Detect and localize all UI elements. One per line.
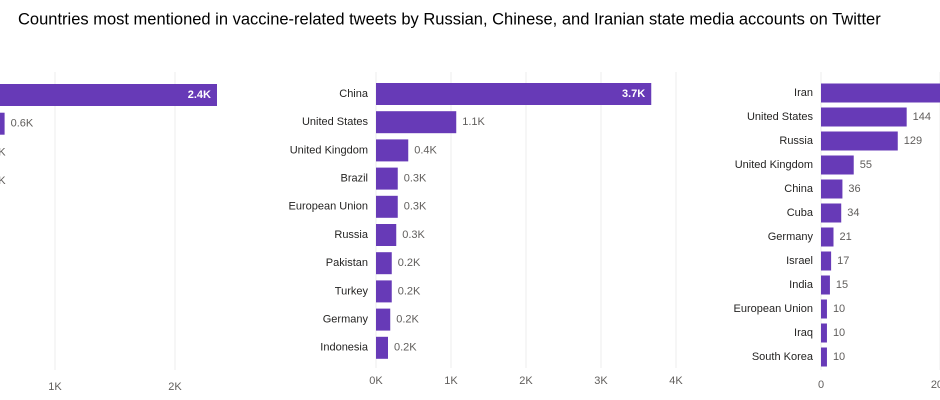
value-label: 1.1K	[462, 116, 485, 128]
bar	[376, 224, 397, 246]
value-label: 0.2K	[398, 285, 421, 297]
category-label: Pakistan	[326, 257, 368, 269]
category-label: Germany	[323, 314, 369, 326]
value-label: 2.4K	[188, 89, 211, 101]
bar	[821, 107, 907, 127]
category-label: South Korea	[752, 351, 814, 363]
value-label: 3.7K	[622, 88, 645, 100]
bar	[821, 347, 827, 367]
value-label: 0.4K	[0, 146, 6, 158]
bar	[376, 280, 392, 303]
value-label: 34	[847, 207, 859, 219]
category-label: United States	[747, 111, 814, 123]
bar	[376, 139, 409, 162]
category-label: European Union	[733, 303, 813, 315]
bar	[376, 308, 391, 331]
category-label: India	[789, 279, 814, 291]
bar	[376, 252, 392, 275]
x-tick-label: 200	[931, 379, 940, 391]
value-label: 129	[904, 135, 922, 147]
bar	[376, 111, 457, 134]
bar	[821, 179, 843, 199]
category-label: Germany	[768, 231, 814, 243]
x-tick-label: 2K	[519, 375, 533, 387]
bar	[821, 131, 898, 151]
page-title: Countries most mentioned in vaccine-rela…	[18, 10, 881, 28]
category-label: United Kingdom	[735, 159, 813, 171]
bar	[821, 275, 830, 295]
x-tick-label: 0	[818, 379, 824, 391]
category-label: China	[339, 88, 369, 100]
value-label: 0.2K	[394, 342, 417, 354]
bar	[376, 195, 398, 218]
bar	[376, 336, 388, 359]
value-label: 0.6K	[11, 118, 34, 130]
value-label: 10	[833, 351, 845, 363]
value-label: 0.3K	[404, 201, 427, 213]
bar	[821, 155, 854, 175]
value-label: 0.2K	[396, 314, 419, 326]
bar	[821, 251, 832, 271]
category-label: Iraq	[794, 327, 813, 339]
category-label: Cuba	[787, 207, 814, 219]
bar	[0, 112, 5, 135]
category-label: Brazil	[340, 173, 368, 185]
category-label: Russia	[779, 135, 814, 147]
bar	[376, 83, 652, 105]
x-tick-label: 1K	[48, 381, 62, 393]
bar	[376, 167, 398, 190]
value-label: 10	[833, 327, 845, 339]
category-label: United Kingdom	[290, 144, 368, 156]
value-label: 15	[836, 279, 848, 291]
x-tick-label: 4K	[669, 375, 683, 387]
value-label: 17	[837, 255, 849, 267]
bar	[821, 83, 940, 103]
x-tick-label: 2K	[168, 381, 182, 393]
category-label: Israel	[786, 255, 813, 267]
category-label: China	[784, 183, 814, 195]
bar	[0, 84, 217, 106]
value-label: 0.3K	[402, 229, 425, 241]
category-label: European Union	[288, 201, 368, 213]
category-label: Russia	[334, 229, 369, 241]
bar	[821, 323, 827, 343]
category-label: Indonesia	[320, 342, 369, 354]
value-label: 0.2K	[398, 257, 421, 269]
value-label: 144	[913, 111, 931, 123]
bar	[821, 227, 834, 247]
value-label: 55	[860, 159, 872, 171]
value-label: 0.3K	[404, 173, 427, 185]
category-label: United States	[302, 116, 369, 128]
category-label: Turkey	[335, 285, 369, 297]
value-label: 0.4K	[0, 175, 6, 187]
bar	[821, 299, 827, 319]
value-label: 10	[833, 303, 845, 315]
x-tick-label: 0K	[369, 375, 383, 387]
bar	[821, 203, 842, 223]
x-tick-label: 1K	[444, 375, 458, 387]
category-label: Iran	[794, 87, 813, 99]
value-label: 36	[848, 183, 860, 195]
x-tick-label: 3K	[594, 375, 608, 387]
value-label: 21	[839, 231, 851, 243]
value-label: 0.4K	[414, 144, 437, 156]
